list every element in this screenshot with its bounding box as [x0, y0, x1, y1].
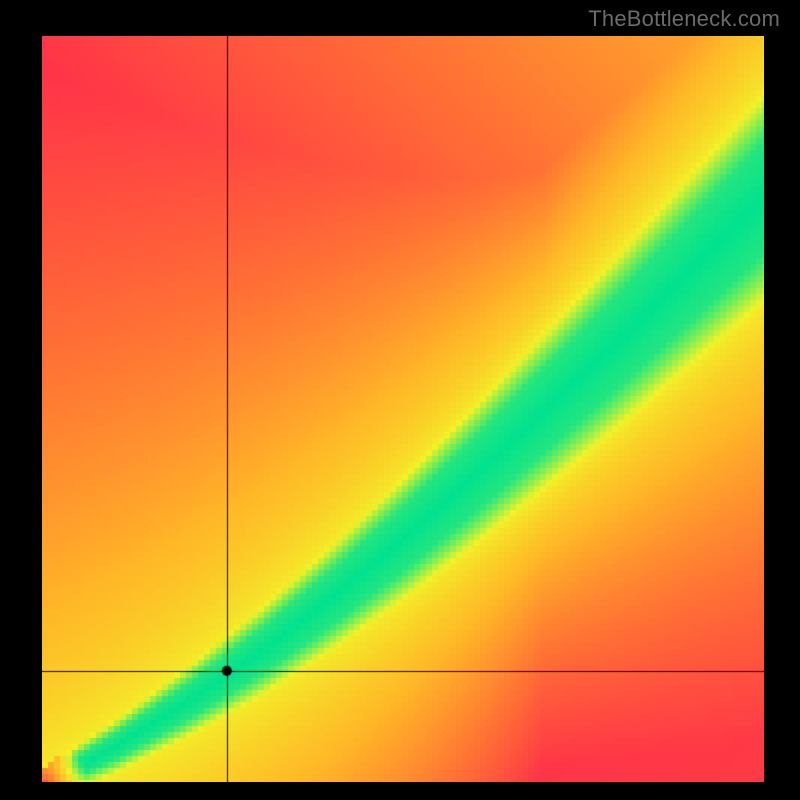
- chart-container: TheBottleneck.com: [0, 0, 800, 800]
- bottleneck-heatmap: [42, 36, 764, 782]
- watermark-text: TheBottleneck.com: [588, 6, 780, 32]
